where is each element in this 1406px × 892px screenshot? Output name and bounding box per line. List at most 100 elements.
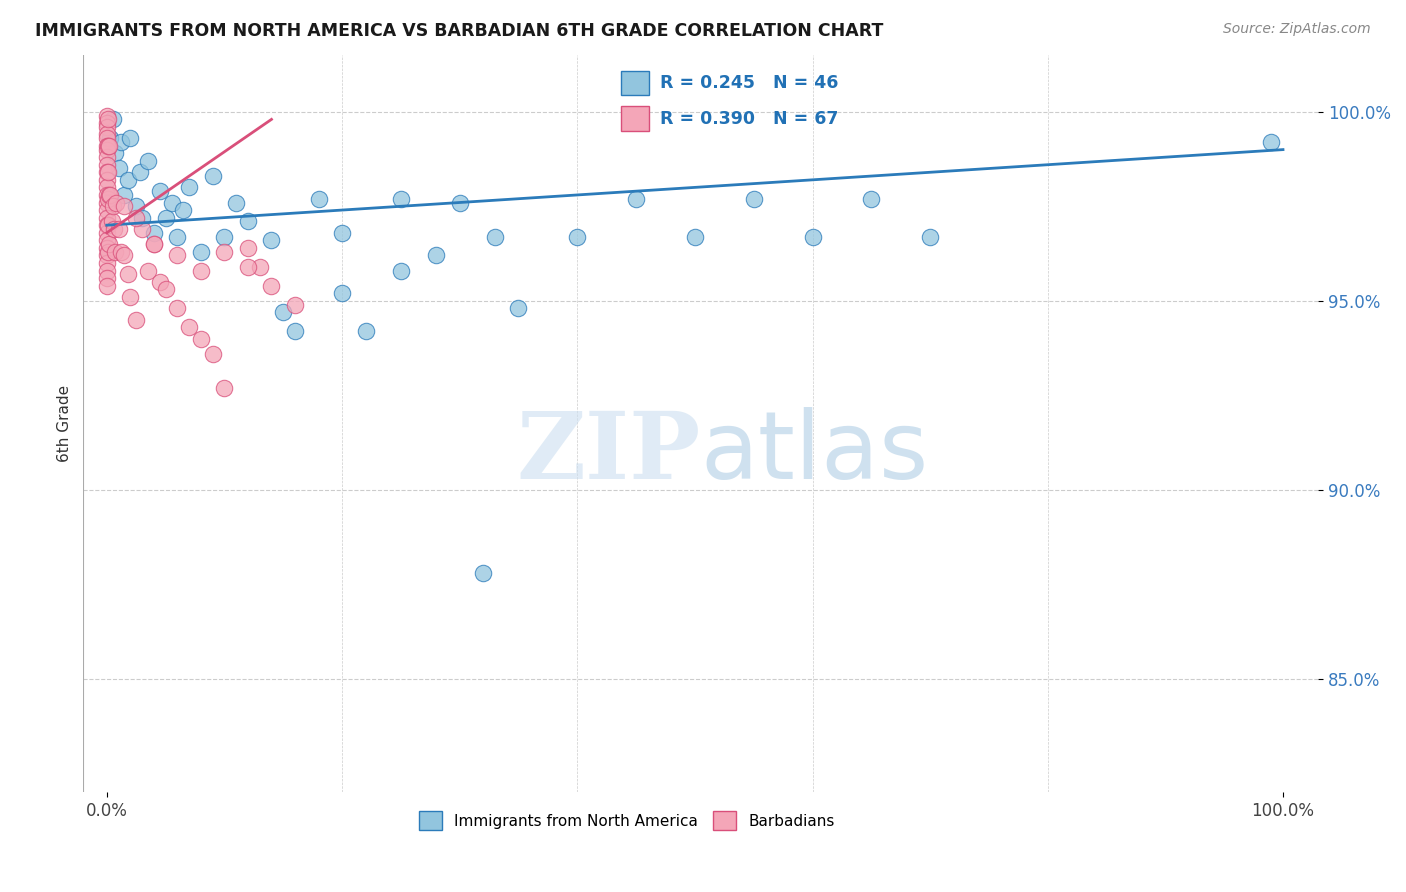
Point [125, 312, 148, 326]
Point [96, 218, 118, 232]
Point [96, 158, 118, 172]
Point [160, 195, 183, 210]
Point [389, 192, 412, 206]
Point [96, 211, 118, 225]
Point [114, 188, 136, 202]
Point [166, 301, 188, 316]
Point [100, 214, 122, 228]
Point [425, 248, 447, 262]
Point [683, 229, 706, 244]
Point [236, 260, 259, 274]
Point [104, 146, 127, 161]
Point [508, 301, 530, 316]
Point [96, 128, 118, 142]
Point [96, 143, 118, 157]
Point [101, 112, 124, 127]
Point [114, 248, 136, 262]
Text: Source: ZipAtlas.com: Source: ZipAtlas.com [1223, 22, 1371, 37]
Text: ZIP: ZIP [516, 408, 700, 498]
Point [96, 173, 118, 187]
Point [1260, 135, 1282, 149]
Point [214, 229, 236, 244]
Point [166, 229, 188, 244]
Point [214, 244, 236, 259]
Point [214, 381, 236, 395]
Point [330, 226, 353, 240]
Point [98, 188, 121, 202]
Point [97, 192, 120, 206]
Point [96, 233, 118, 247]
Point [131, 222, 153, 236]
Point [308, 192, 330, 206]
Point [107, 222, 129, 236]
Point [801, 229, 824, 244]
Point [236, 214, 259, 228]
Point [104, 244, 127, 259]
Point [190, 263, 212, 277]
Point [96, 165, 118, 179]
Point [284, 324, 307, 338]
Point [110, 244, 132, 259]
Point [98, 138, 121, 153]
Point [155, 282, 177, 296]
Point [125, 211, 148, 225]
Point [136, 153, 159, 168]
Point [284, 297, 307, 311]
Point [142, 237, 165, 252]
Point [107, 161, 129, 176]
Point [96, 131, 118, 145]
Point [190, 332, 212, 346]
Point [96, 241, 118, 255]
Point [117, 173, 139, 187]
Point [742, 192, 765, 206]
Point [179, 320, 201, 334]
Point [114, 199, 136, 213]
FancyBboxPatch shape [621, 70, 648, 95]
Point [260, 233, 283, 247]
Point [97, 138, 120, 153]
Point [96, 226, 118, 240]
Point [96, 256, 118, 270]
Point [330, 286, 353, 301]
Point [96, 116, 118, 130]
Point [125, 199, 148, 213]
Point [142, 237, 165, 252]
Text: R = 0.390   N = 67: R = 0.390 N = 67 [659, 110, 838, 128]
Point [249, 260, 271, 274]
Point [260, 278, 283, 293]
Point [449, 195, 471, 210]
Text: atlas: atlas [700, 407, 929, 499]
Point [110, 135, 132, 149]
Point [920, 229, 942, 244]
Text: R = 0.245   N = 46: R = 0.245 N = 46 [659, 74, 838, 92]
Point [96, 150, 118, 164]
Point [97, 218, 120, 232]
Point [131, 211, 153, 225]
Point [179, 180, 201, 194]
Point [172, 202, 194, 217]
Point [860, 192, 883, 206]
Point [97, 165, 120, 179]
Point [120, 290, 142, 304]
Legend: Immigrants from North America, Barbadians: Immigrants from North America, Barbadian… [413, 805, 841, 836]
Point [389, 263, 412, 277]
Point [98, 237, 121, 252]
Point [136, 263, 159, 277]
Point [225, 195, 247, 210]
Point [149, 184, 172, 198]
Point [201, 169, 224, 183]
Point [103, 222, 125, 236]
Point [128, 165, 150, 179]
Point [97, 244, 120, 259]
Point [96, 195, 118, 210]
Point [120, 131, 142, 145]
Point [624, 192, 647, 206]
Point [96, 278, 118, 293]
Point [97, 112, 120, 127]
Point [96, 202, 118, 217]
Point [101, 199, 124, 213]
Point [96, 188, 118, 202]
Point [201, 346, 224, 360]
Point [96, 248, 118, 262]
Point [484, 229, 506, 244]
